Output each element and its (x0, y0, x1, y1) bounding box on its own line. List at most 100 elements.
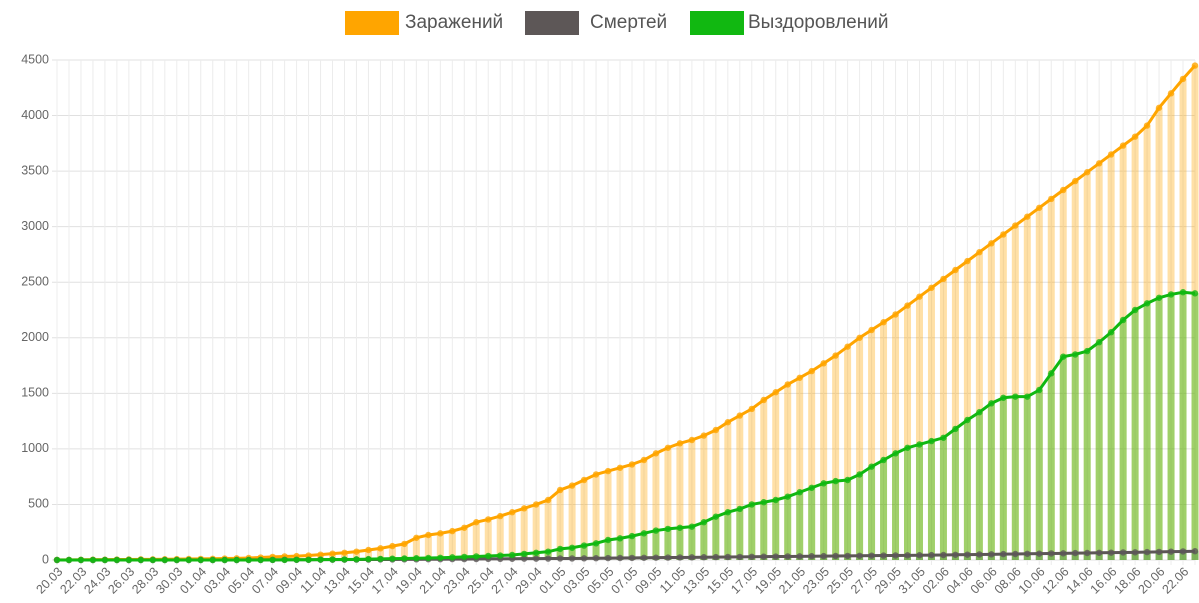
bar (796, 492, 804, 560)
bar (1023, 396, 1031, 560)
legend-swatch (690, 11, 744, 35)
point (544, 548, 552, 555)
bar (1059, 190, 1067, 560)
point (904, 552, 911, 559)
bar (724, 512, 732, 560)
point (616, 464, 624, 471)
point (1179, 75, 1187, 83)
bar (616, 538, 624, 560)
point (988, 551, 995, 558)
bar (1047, 553, 1055, 560)
x-tick-label: 09.04 (273, 565, 305, 597)
x-tick-label: 13.05 (680, 565, 712, 597)
point (329, 556, 336, 563)
bar (1035, 207, 1043, 560)
bar (436, 533, 444, 560)
bar (376, 548, 384, 560)
x-tick-label: 20.06 (1135, 565, 1167, 597)
point (1072, 351, 1079, 358)
bar (844, 480, 852, 560)
point (1155, 294, 1163, 301)
point (1024, 393, 1031, 400)
bar (352, 551, 360, 560)
point (1107, 151, 1115, 158)
bar (1191, 65, 1199, 561)
x-tick-label: 20.03 (33, 565, 65, 597)
y-tick-label: 3500 (21, 163, 49, 177)
bar (448, 531, 456, 560)
bar (640, 460, 648, 560)
point (413, 555, 420, 562)
point (736, 553, 743, 561)
bar (1011, 396, 1019, 560)
point (844, 552, 851, 560)
point (712, 513, 720, 520)
point (976, 249, 983, 256)
bar (676, 527, 684, 560)
bar (1095, 163, 1103, 561)
point (437, 554, 444, 561)
point (1024, 213, 1031, 220)
point (317, 556, 324, 563)
point (1131, 549, 1139, 556)
point (532, 549, 540, 556)
point (1095, 339, 1103, 346)
x-tick-label: 16.06 (1088, 565, 1120, 597)
point (1167, 291, 1175, 298)
bar (1083, 553, 1091, 560)
bar (748, 504, 756, 560)
point (377, 545, 384, 552)
point (940, 551, 947, 559)
point (185, 556, 192, 564)
point (628, 461, 636, 468)
bar (1035, 390, 1043, 560)
point (365, 555, 372, 563)
point (916, 441, 923, 448)
bar (1191, 551, 1199, 560)
point (856, 471, 863, 478)
point (293, 556, 300, 563)
point (449, 527, 456, 535)
x-tick-label: 21.05 (776, 565, 808, 597)
point (772, 389, 779, 396)
bar (1107, 552, 1115, 560)
bar (868, 466, 876, 560)
x-tick-label: 22.06 (1159, 565, 1191, 597)
bar (1179, 292, 1187, 560)
point (808, 367, 815, 375)
point (820, 552, 827, 560)
x-tick-label: 02.06 (920, 565, 952, 597)
bar (796, 377, 804, 560)
bar (1167, 294, 1175, 560)
bar (1071, 354, 1079, 560)
point (940, 275, 947, 283)
point (664, 444, 672, 451)
bar (904, 305, 912, 560)
point (113, 556, 121, 564)
point (580, 555, 588, 562)
bar (856, 337, 864, 560)
bar (556, 490, 564, 560)
point (1036, 550, 1043, 557)
bar (939, 278, 947, 560)
point (317, 551, 324, 558)
point (509, 551, 516, 559)
point (700, 519, 708, 526)
point (1036, 204, 1043, 211)
point (556, 545, 564, 553)
bar (1143, 303, 1151, 560)
x-tick-label: 30.03 (153, 565, 185, 597)
point (1191, 548, 1199, 555)
bar (580, 480, 588, 560)
bar (999, 397, 1007, 560)
bar (544, 500, 552, 560)
point (1119, 142, 1127, 149)
point (724, 553, 732, 561)
point (425, 554, 432, 562)
point (916, 552, 923, 559)
point (365, 546, 372, 554)
point (892, 552, 899, 559)
bar (568, 547, 576, 560)
x-tick-label: 26.03 (105, 565, 137, 597)
